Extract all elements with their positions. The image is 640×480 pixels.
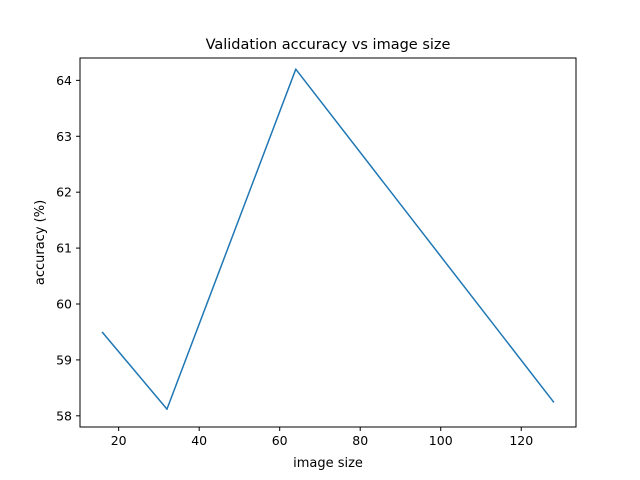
x-axis-ticks: 20 40 60 80 100 120 bbox=[111, 427, 533, 448]
series-line bbox=[101, 68, 555, 410]
chart-title: Validation accuracy vs image size bbox=[206, 37, 451, 53]
x-tick-label: 80 bbox=[352, 433, 368, 448]
y-axis-label: accuracy (%) bbox=[33, 200, 48, 285]
y-tick-label: 60 bbox=[56, 297, 72, 312]
x-tick-label: 100 bbox=[429, 433, 453, 448]
y-tick-label: 63 bbox=[56, 129, 72, 144]
y-tick-label: 62 bbox=[56, 185, 72, 200]
y-tick-label: 61 bbox=[56, 241, 72, 256]
x-tick-label: 20 bbox=[111, 433, 127, 448]
x-tick-label: 120 bbox=[509, 433, 533, 448]
data-point bbox=[294, 68, 297, 70]
x-axis-label: image size bbox=[293, 456, 363, 471]
x-tick-label: 40 bbox=[191, 433, 207, 448]
y-axis-ticks: 58 59 60 61 62 63 64 bbox=[56, 73, 80, 423]
y-tick-label: 64 bbox=[56, 73, 72, 88]
data-point bbox=[166, 408, 168, 410]
series-layer bbox=[101, 68, 555, 410]
data-point bbox=[552, 401, 555, 403]
y-tick-label: 58 bbox=[56, 408, 72, 423]
plot-frame bbox=[79, 57, 577, 428]
data-point bbox=[101, 331, 104, 334]
x-tick-label: 60 bbox=[272, 433, 288, 448]
y-tick-label: 59 bbox=[56, 352, 72, 367]
